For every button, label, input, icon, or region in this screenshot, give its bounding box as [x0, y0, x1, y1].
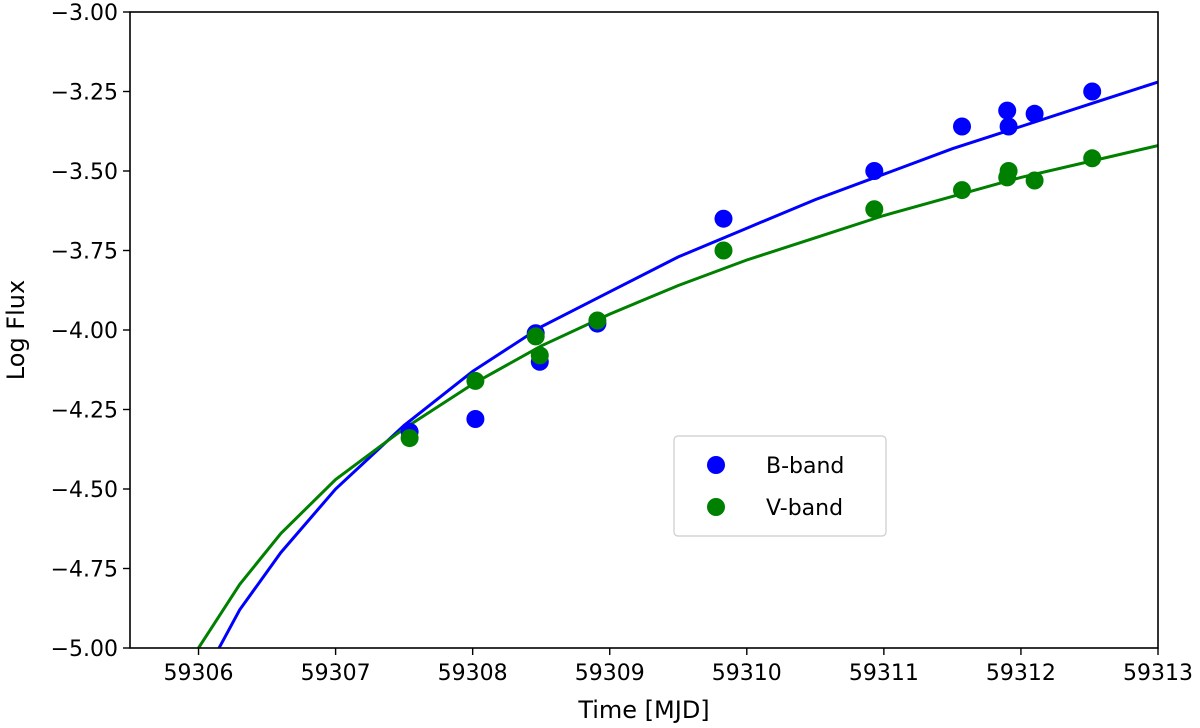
- x-tick-label: 59310: [712, 661, 782, 686]
- point-1-1: [466, 371, 485, 390]
- fit-curve-1: [197, 144, 1158, 648]
- x-tick-label: 59313: [1123, 661, 1193, 686]
- y-tick-label: −4.75: [51, 558, 118, 583]
- y-tick-label: −3.50: [51, 160, 118, 185]
- data-points: [400, 82, 1102, 448]
- point-1-7: [953, 181, 971, 200]
- y-tick-label: −3.25: [51, 81, 118, 106]
- point-0-10: [1025, 104, 1044, 123]
- point-1-0: [400, 429, 419, 448]
- legend-box: [673, 435, 887, 537]
- legend: B-band V-band: [673, 435, 887, 537]
- y-tick-label: −3.75: [51, 240, 118, 265]
- x-tick-label: 59311: [849, 661, 919, 686]
- point-1-6: [865, 200, 884, 219]
- x-tick-label: 59308: [438, 661, 508, 686]
- point-1-9: [999, 162, 1018, 180]
- y-axis-label: Log Flux: [2, 280, 30, 380]
- point-0-6: [865, 162, 884, 180]
- legend-marker-0: [707, 456, 725, 474]
- y-tick-label: −5.00: [51, 637, 118, 662]
- y-tick-label: −4.00: [51, 319, 118, 344]
- point-1-11: [1083, 149, 1102, 168]
- point-0-1: [466, 410, 485, 428]
- y-tick-label: −3.00: [51, 1, 118, 26]
- x-tick-label: 59307: [301, 661, 371, 686]
- y-tick-label: −4.50: [51, 478, 118, 503]
- legend-marker-1: [707, 498, 725, 516]
- point-0-11: [1083, 82, 1102, 101]
- point-0-5: [714, 209, 733, 228]
- legend-label-1: V-band: [766, 496, 843, 521]
- y-axis: −3.00 −3.25 −3.50 −3.75 −4.00 −4.25 −4.50 −4.75…: [51, 1, 130, 662]
- x-tick-label: 59306: [164, 661, 234, 686]
- x-tick-label: 59312: [986, 661, 1056, 686]
- x-axis: 59306 59307 59308 59309 59310 59311 59312 59313: [164, 648, 1193, 686]
- fit-curve-0: [217, 80, 1158, 648]
- point-0-7: [953, 117, 971, 136]
- point-1-2: [526, 327, 545, 346]
- point-1-3: [530, 346, 549, 365]
- x-tick-label: 59309: [575, 661, 645, 686]
- point-0-9: [999, 117, 1018, 136]
- fit-curves: [197, 80, 1158, 648]
- point-1-10: [1025, 171, 1044, 190]
- x-axis-label: Time [MJD]: [577, 696, 709, 724]
- point-1-4: [588, 311, 607, 330]
- point-1-5: [714, 241, 733, 260]
- point-0-8: [998, 101, 1017, 120]
- legend-label-0: B-band: [766, 454, 844, 479]
- y-tick-label: −4.25: [51, 399, 118, 424]
